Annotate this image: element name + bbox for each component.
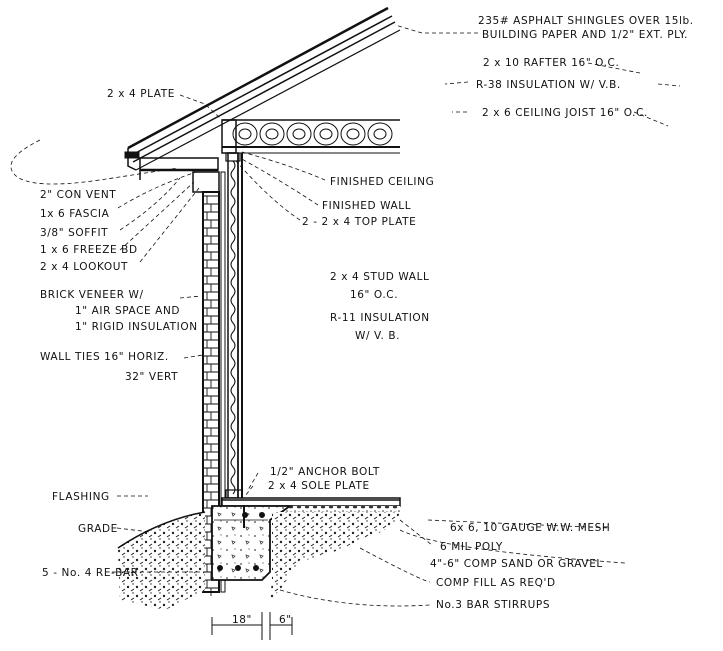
label-top-plate: 2 - 2 x 4 TOP PLATE (302, 216, 416, 228)
label-soffit: 3/8" SOFFIT (40, 227, 108, 239)
label-flashing: FLASHING (52, 491, 110, 503)
ground-fill (117, 511, 400, 610)
label-poly: 6 MIL POLY (440, 541, 503, 553)
label-finished-ceiling: FINISHED CEILING (330, 176, 434, 188)
foundation (211, 497, 401, 581)
label-insulation-r38: R-38 INSULATION W/ V.B. (476, 79, 621, 91)
ceiling-insulation (221, 119, 400, 154)
label-wall-ties-2: 32" VERT (125, 371, 178, 383)
label-r11-1: R-11 INSULATION (330, 312, 430, 324)
label-sand-gravel: 4"-6" COMP SAND OR GRAVEL (430, 558, 603, 570)
label-brick-1: BRICK VENEER W/ (40, 289, 144, 301)
label-lookout: 2 x 4 LOOKOUT (40, 261, 128, 273)
brick-veneer (202, 171, 226, 596)
label-con-vent: 2" CON VENT (40, 189, 116, 201)
label-comp-fill: COMP FILL AS REQ'D (436, 577, 556, 589)
label-anchor-bolt: 1/2" ANCHOR BOLT (270, 466, 380, 478)
annotation-labels: 235# ASPHALT SHINGLES OVER 15lb. BUILDIN… (40, 15, 694, 626)
label-stud-wall-1: 2 x 4 STUD WALL (330, 271, 429, 283)
label-mesh: 6x 6, 10 GAUGE W.W. MESH (450, 522, 610, 534)
label-stirrups: No.3 BAR STIRRUPS (436, 599, 550, 611)
label-wall-ties-1: WALL TIES 16" HORIZ. (40, 351, 169, 363)
label-dim-18: 18" (232, 614, 252, 626)
label-freeze-bd: 1 x 6 FREEZE BD (40, 244, 138, 256)
label-fascia: 1x 6 FASCIA (40, 208, 110, 220)
label-rebar: 5 - No. 4 RE-BAR (42, 567, 139, 579)
label-rafter: 2 x 10 RAFTER 16" O.C. (483, 57, 619, 69)
label-shingles-2: BUILDING PAPER AND 1/2" EXT. PLY. (482, 29, 688, 41)
eave-soffit (139, 157, 220, 193)
label-stud-wall-2: 16" O.C. (350, 289, 398, 301)
label-grade: GRADE (78, 523, 118, 535)
leader-lines (10, 24, 681, 607)
label-finished-wall: FINISHED WALL (322, 200, 411, 212)
label-shingles-1: 235# ASPHALT SHINGLES OVER 15lb. (478, 15, 694, 27)
label-brick-2: 1" AIR SPACE AND (75, 305, 180, 317)
label-r11-2: W/ V. B. (355, 330, 400, 342)
label-sole-plate: 2 x 4 SOLE PLATE (268, 480, 370, 492)
label-plate: 2 x 4 PLATE (107, 88, 175, 100)
label-brick-3: 1" RIGID INSULATION (75, 321, 198, 333)
label-ceiling-joist: 2 x 6 CEILING JOIST 16" O.C. (482, 107, 648, 119)
stud-wall (225, 152, 243, 499)
label-dim-6: 6" (279, 614, 292, 626)
roof-assembly (124, 6, 401, 171)
dimension-lines (211, 612, 293, 640)
